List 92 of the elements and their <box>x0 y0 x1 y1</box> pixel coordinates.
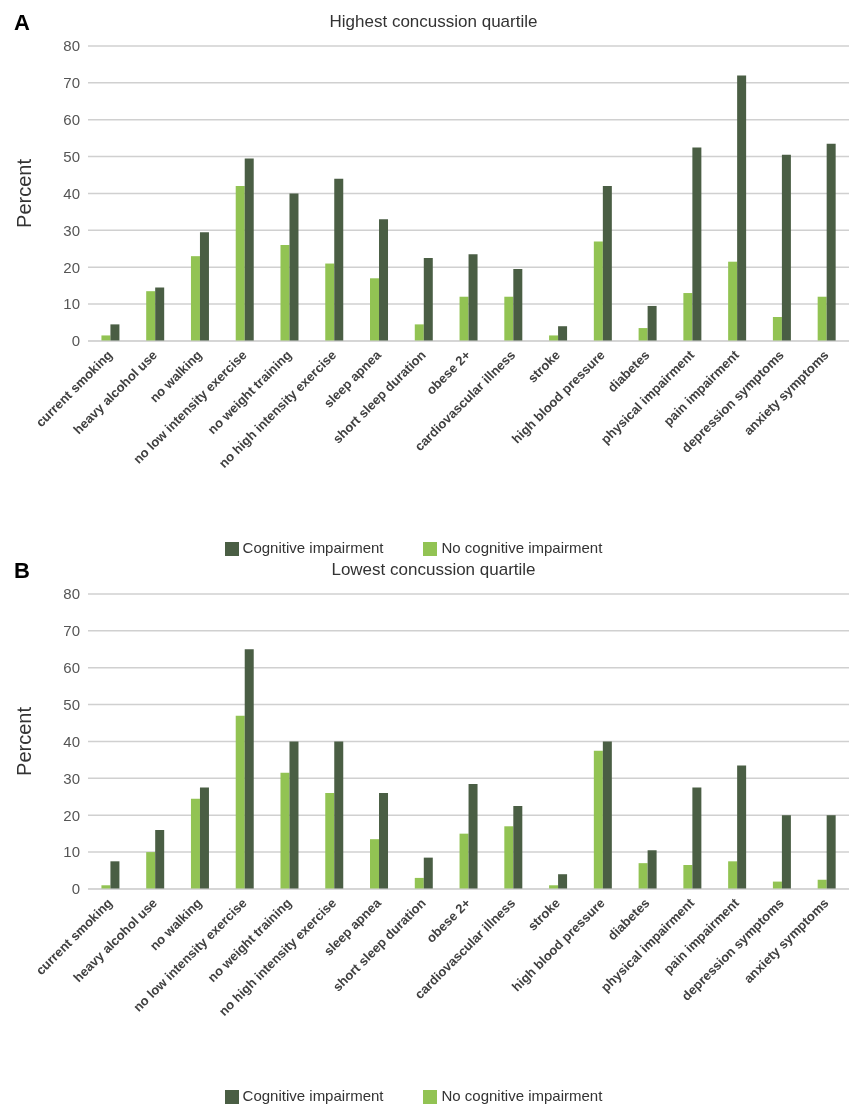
legend-label: Cognitive impairment <box>242 1086 384 1104</box>
y-tick-label: 60 <box>63 659 80 677</box>
y-tick-label: 30 <box>63 769 80 787</box>
legend-label: No cognitive impairment <box>441 1086 603 1104</box>
bar <box>289 193 299 341</box>
bar <box>737 75 747 341</box>
bar <box>513 806 523 889</box>
legend-label: Cognitive impairment <box>242 538 384 556</box>
bar <box>692 147 702 341</box>
bar <box>244 158 254 341</box>
text: A <box>14 10 30 36</box>
bar <box>244 649 254 889</box>
bar <box>423 258 433 341</box>
bar <box>110 861 120 889</box>
bar <box>334 178 344 341</box>
chart-title: Highest concussion quartile <box>329 12 538 31</box>
y-axis-title: Percent <box>13 158 36 228</box>
bar <box>379 793 389 889</box>
bar <box>638 328 648 341</box>
y-tick-label: 10 <box>63 843 80 861</box>
bar <box>602 741 612 889</box>
legend-label: No cognitive impairment <box>441 538 603 556</box>
bar <box>325 263 335 341</box>
bar <box>325 793 335 889</box>
y-axis-title: Percent <box>13 706 36 776</box>
chart-title: Lowest concussion quartile <box>331 560 536 579</box>
y-tick-label: 70 <box>63 622 80 640</box>
bar <box>593 750 603 889</box>
bar <box>504 296 514 341</box>
bar <box>459 833 469 889</box>
y-tick-label: 50 <box>63 147 80 165</box>
bar <box>602 186 612 341</box>
bar <box>772 317 782 341</box>
bar <box>781 154 791 341</box>
bar <box>647 850 657 889</box>
y-tick-label: 30 <box>63 221 80 239</box>
bar <box>199 787 209 889</box>
bar <box>280 772 290 889</box>
y-tick-label: 40 <box>63 184 80 202</box>
y-tick-label: 70 <box>63 74 80 92</box>
bar <box>155 287 165 341</box>
bar <box>155 829 165 889</box>
bar <box>414 324 424 341</box>
bar <box>638 863 648 889</box>
bar <box>146 852 156 889</box>
bar <box>826 143 836 341</box>
y-tick-label: 80 <box>63 37 80 55</box>
y-tick-label: 20 <box>63 806 80 824</box>
y-tick-label: 0 <box>71 332 80 350</box>
bar <box>728 861 738 889</box>
bar <box>146 291 156 341</box>
y-tick-label: 50 <box>63 695 80 713</box>
bar <box>593 241 603 341</box>
bar <box>199 232 209 341</box>
bar <box>289 741 299 889</box>
bar <box>781 815 791 889</box>
bar <box>817 296 827 341</box>
bar <box>414 877 424 889</box>
bar <box>826 815 836 889</box>
bar <box>504 826 514 889</box>
bar <box>370 839 380 889</box>
bar <box>423 857 433 889</box>
y-tick-label: 80 <box>63 585 80 603</box>
bar <box>549 335 559 341</box>
bar <box>728 261 738 341</box>
bar <box>379 219 389 341</box>
bar <box>370 278 380 341</box>
bar <box>468 254 478 341</box>
y-tick-label: 20 <box>63 258 80 276</box>
bar <box>110 324 120 341</box>
y-tick-label: 40 <box>63 732 80 750</box>
bar <box>459 296 469 341</box>
bar <box>280 245 290 341</box>
bar <box>235 715 245 889</box>
bar <box>683 865 693 889</box>
bar <box>468 783 478 889</box>
bar <box>558 326 568 341</box>
bar <box>235 186 245 341</box>
y-tick-label: 0 <box>71 880 80 898</box>
bar <box>558 874 568 889</box>
bar <box>334 741 344 889</box>
bar <box>190 256 200 341</box>
bar <box>683 293 693 341</box>
y-tick-label: 10 <box>63 295 80 313</box>
bar <box>101 335 111 341</box>
y-tick-label: 60 <box>63 111 80 129</box>
bar <box>190 798 200 889</box>
bar <box>647 305 657 341</box>
bar <box>692 787 702 889</box>
bar <box>737 765 747 889</box>
bar <box>513 269 523 341</box>
text: B <box>14 558 30 584</box>
